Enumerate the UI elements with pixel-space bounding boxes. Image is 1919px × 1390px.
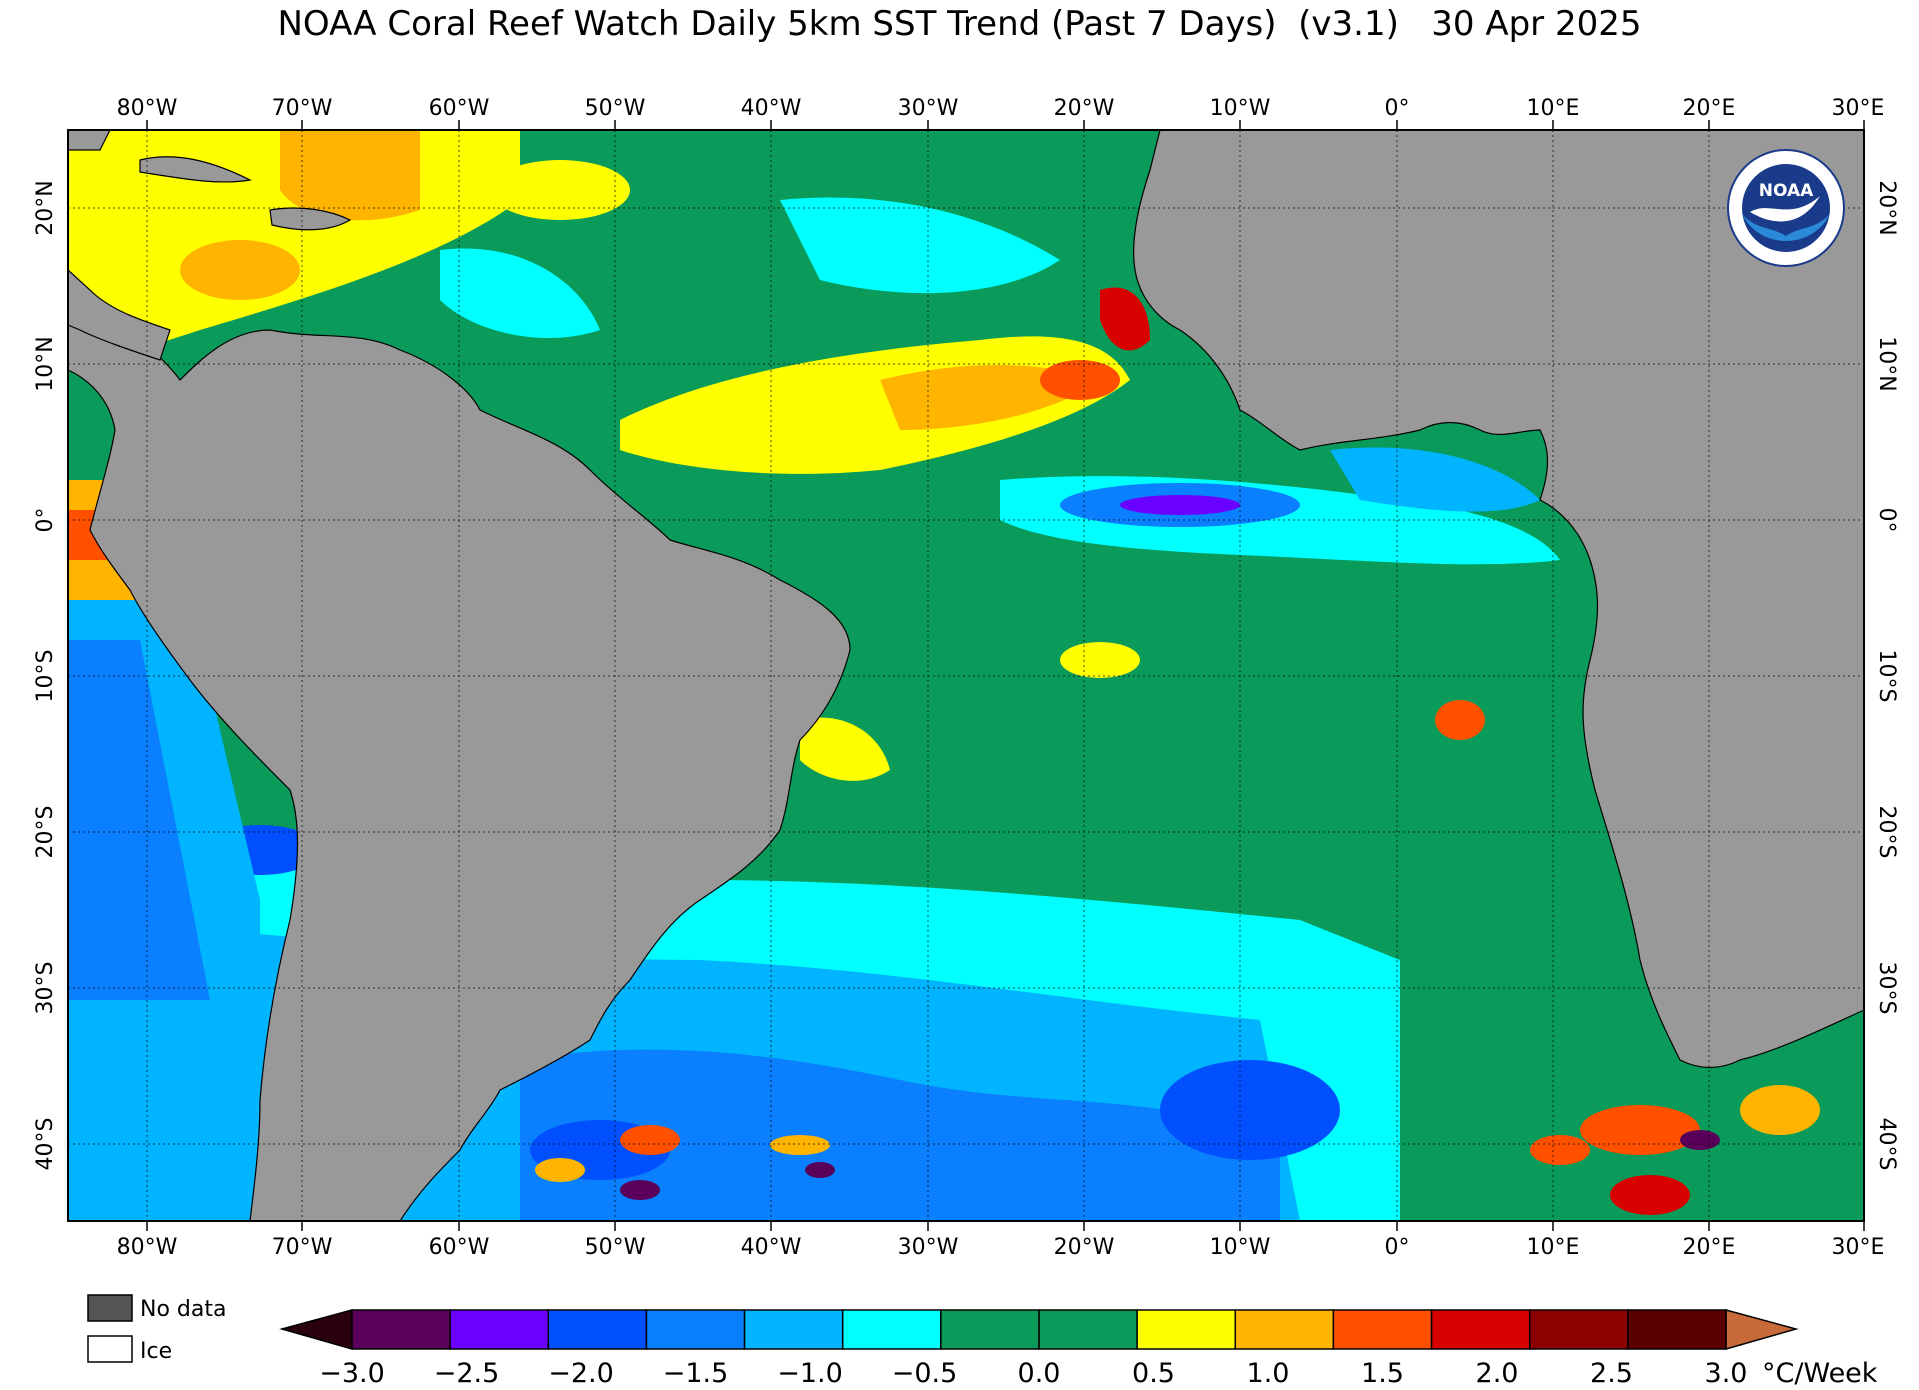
lon-label-bottom: 80°W <box>117 1235 178 1260</box>
no-data-swatch <box>87 1294 133 1322</box>
lat-label-right: 30°S <box>1874 962 1899 1015</box>
colorbar-unit: °C/Week <box>1762 1358 1878 1389</box>
lon-label-top: 0° <box>1385 96 1410 121</box>
lon-label-bottom: 10°E <box>1527 1235 1580 1260</box>
colorbar-tick-label: −2.5 <box>434 1358 500 1389</box>
colorbar-cell <box>449 1309 550 1350</box>
colorbar-tick-label: −1.5 <box>663 1358 729 1389</box>
lat-label-right: 10°S <box>1874 650 1899 703</box>
colorbar-cell <box>1332 1309 1433 1350</box>
lat-label-left: 0° <box>33 508 58 533</box>
map-title: NOAA Coral Reef Watch Daily 5km SST Tren… <box>277 4 1642 44</box>
lon-label-top: 20°W <box>1054 96 1115 121</box>
florida-land <box>68 130 111 151</box>
lat-label-left: 20°N <box>33 180 58 235</box>
colorbar-cell <box>547 1309 648 1350</box>
lon-label-bottom: 0° <box>1385 1235 1410 1260</box>
lon-label-bottom: 30°E <box>1832 1235 1885 1260</box>
colorbar-tick-label: 2.5 <box>1590 1358 1633 1389</box>
tick-marks <box>146 120 1865 1231</box>
lon-label-top: 80°W <box>117 96 178 121</box>
lon-label-bottom: 50°W <box>585 1235 646 1260</box>
lon-label-bottom: 60°W <box>429 1235 490 1260</box>
colorbar-tick-label: −3.0 <box>319 1358 385 1389</box>
colorbar-tick-label: 3.0 <box>1705 1358 1748 1389</box>
lon-label-bottom: 30°W <box>898 1235 959 1260</box>
lon-label-top: 10°E <box>1527 96 1580 121</box>
colorbar-cell <box>1528 1309 1629 1350</box>
colorbar-tick-labels: −3.0 −2.5 −2.0 −1.5 −1.0 −0.5 0.0 0.5 1.0 1.5 2.0 2… <box>319 1358 1747 1389</box>
lon-label-top: 60°W <box>429 96 490 121</box>
colorbar-cell <box>1136 1309 1237 1350</box>
lat-label-left: 10°N <box>33 336 58 391</box>
lon-label-bottom: 20°E <box>1683 1235 1736 1260</box>
lon-labels-top: 80°W 70°W 60°W 50°W 40°W 30°W 20°W 10°W … <box>117 96 1885 121</box>
lat-label-left: 40°S <box>33 1118 58 1171</box>
colorbar-cells <box>351 1309 1727 1350</box>
lat-label-right: 10°N <box>1874 336 1899 391</box>
map-frame <box>67 129 1865 1222</box>
noaa-logo: NOAA <box>1727 149 1845 267</box>
lon-label-bottom: 40°W <box>741 1235 802 1260</box>
colorbar-cell <box>1038 1309 1138 1350</box>
colorbar-tick-label: 2.0 <box>1476 1358 1519 1389</box>
colorbar-cell <box>645 1309 746 1350</box>
noaa-logo-text: NOAA <box>1759 181 1814 201</box>
cuba-land <box>139 156 252 183</box>
lon-label-top: 40°W <box>741 96 802 121</box>
colorbar-tick-label: 1.5 <box>1361 1358 1404 1389</box>
lon-labels-bottom: 80°W 70°W 60°W 50°W 40°W 30°W 20°W 10°W … <box>117 1235 1885 1260</box>
colorbar-under-arrow <box>279 1309 353 1350</box>
colorbar-cell <box>841 1309 942 1350</box>
lon-label-top: 50°W <box>585 96 646 121</box>
map-panel: NOAA <box>68 130 1864 1221</box>
lon-label-top: 20°E <box>1683 96 1736 121</box>
lon-label-top: 70°W <box>272 96 333 121</box>
data-key: No data Ice <box>87 1294 226 1364</box>
lat-label-left: 30°S <box>33 962 58 1015</box>
lon-label-bottom: 10°W <box>1210 1235 1271 1260</box>
colorbar-over-arrow <box>1725 1309 1799 1350</box>
lon-label-bottom: 70°W <box>272 1235 333 1260</box>
lat-label-right: 40°S <box>1874 1118 1899 1171</box>
ice-swatch <box>87 1335 133 1363</box>
lon-label-top: 30°E <box>1832 96 1885 121</box>
colorbar-tick-label: 0.0 <box>1018 1358 1061 1389</box>
colorbar-cell <box>351 1309 451 1350</box>
colorbar-cell <box>743 1309 844 1350</box>
colorbar-tick-label: −0.5 <box>892 1358 958 1389</box>
lat-labels-right: 20°N 10°N 0° 10°S 20°S 30°S 40°S <box>1874 180 1899 1170</box>
lon-label-top: 10°W <box>1210 96 1271 121</box>
lat-label-left: 20°S <box>33 806 58 859</box>
lat-label-left: 10°S <box>33 650 58 703</box>
colorbar-tick-label: −2.0 <box>548 1358 614 1389</box>
colorbar-cell <box>1234 1309 1335 1350</box>
colorbar: −3.0 −2.5 −2.0 −1.5 −1.0 −0.5 0.0 0.5 1.0 1.5 2.0 2… <box>279 1309 1878 1389</box>
colorbar-cell <box>1430 1309 1531 1350</box>
colorbar-tick-label: −1.0 <box>777 1358 843 1389</box>
ice-label: Ice <box>140 1339 172 1364</box>
africa-land <box>1133 130 1864 1069</box>
graticule <box>68 130 1864 1221</box>
colorbar-cell <box>940 1309 1040 1350</box>
colorbar-tick-label: 1.0 <box>1247 1358 1290 1389</box>
lon-label-bottom: 20°W <box>1054 1235 1115 1260</box>
lat-label-right: 20°S <box>1874 806 1899 859</box>
central-america-land <box>68 269 171 361</box>
lat-label-right: 20°N <box>1874 180 1899 235</box>
colorbar-cell <box>1627 1309 1727 1350</box>
lon-label-top: 30°W <box>898 96 959 121</box>
no-data-label: No data <box>140 1297 226 1322</box>
lat-label-right: 0° <box>1874 508 1899 533</box>
lat-labels-left: 20°N 10°N 0° 10°S 20°S 30°S 40°S <box>33 180 58 1170</box>
colorbar-tick-label: 0.5 <box>1132 1358 1175 1389</box>
